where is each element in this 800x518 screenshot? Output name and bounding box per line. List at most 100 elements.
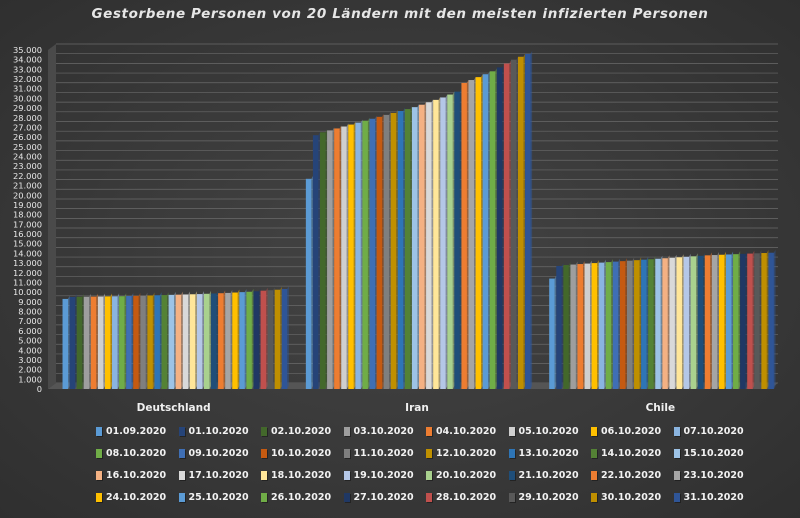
legend-swatch [178, 493, 185, 502]
bar [239, 292, 245, 389]
bar-side [523, 53, 526, 389]
bar [147, 295, 153, 389]
y-tick-label: 9.000 [18, 297, 42, 307]
legend-label: 01.09.2020 [106, 426, 167, 437]
bar-side [174, 291, 176, 389]
bar [334, 128, 340, 389]
y-tick-label: 23.000 [13, 161, 42, 171]
bar-side [96, 293, 98, 389]
bar [676, 257, 682, 389]
bar-side [367, 117, 370, 390]
bar-side [258, 288, 261, 389]
bar [133, 295, 139, 389]
legend-swatch [178, 471, 185, 480]
bar-side [639, 257, 642, 389]
bar-side [597, 260, 599, 389]
bar [619, 261, 626, 389]
legend-swatch [96, 493, 102, 502]
legend-label: 18.10.2020 [271, 470, 332, 481]
bar [683, 256, 690, 389]
bar-side [568, 262, 571, 389]
bar [274, 289, 281, 389]
bar [518, 56, 524, 389]
bar [196, 294, 203, 389]
legend-label: 22.10.2020 [601, 470, 662, 481]
bar-side [103, 293, 105, 389]
legend-item: 27.10.2020 [343, 489, 427, 506]
legend-swatch [673, 427, 680, 436]
bar [341, 126, 347, 390]
bar [312, 135, 319, 389]
bar [419, 104, 425, 389]
bar-side [738, 251, 741, 389]
y-tick-label: 14.000 [13, 248, 42, 258]
legend-item: 13.10.2020 [508, 445, 592, 462]
bar [267, 290, 274, 389]
bar [168, 294, 175, 389]
bar-side [438, 96, 441, 389]
bar [461, 82, 467, 390]
y-tick-label: 22.000 [13, 171, 42, 181]
bar-side [266, 287, 268, 389]
bar [319, 132, 326, 389]
bar-side [431, 99, 434, 390]
legend-item: 16.10.2020 [96, 467, 179, 484]
bar-side [396, 109, 398, 390]
legend-swatch [673, 471, 680, 480]
bar [426, 102, 432, 390]
legend-item: 08.10.2020 [96, 445, 179, 462]
bar [482, 74, 489, 390]
bar-side [117, 293, 120, 389]
bar [411, 107, 418, 390]
bar [454, 91, 460, 390]
legend-swatch [261, 427, 267, 436]
bar-side [287, 286, 289, 389]
bar-side [502, 64, 504, 390]
bar [598, 262, 605, 389]
legend-item: 25.10.2020 [178, 489, 262, 506]
bar [140, 295, 146, 389]
bar [440, 97, 446, 390]
bar [62, 298, 69, 389]
legend-item: 03.10.2020 [343, 423, 427, 440]
legend-label: 07.10.2020 [683, 426, 744, 437]
legend-item: 05.10.2020 [508, 423, 592, 440]
bar [189, 294, 196, 389]
bar-side [561, 262, 564, 389]
y-tick-label: 13.000 [13, 258, 42, 268]
bar [754, 253, 760, 389]
legend-item: 22.10.2020 [591, 467, 674, 484]
bar [468, 80, 475, 389]
bar-side [495, 68, 497, 389]
legend-label: 12.10.2020 [436, 448, 497, 459]
bar [281, 289, 288, 389]
bar [305, 178, 312, 389]
bar-side [353, 121, 356, 389]
bar-side [646, 256, 649, 389]
y-tick-label: 6.000 [18, 326, 42, 336]
bar [397, 111, 404, 390]
y-tick-label: 8.000 [18, 307, 42, 317]
y-tick-label: 2.000 [18, 365, 42, 375]
bar [383, 114, 390, 389]
legend-label: 14.10.2020 [601, 448, 662, 459]
legend-label: 17.10.2020 [188, 470, 249, 481]
legend-label: 28.10.2020 [436, 492, 497, 503]
y-tick-label: 31.000 [13, 84, 42, 94]
bar-side [667, 255, 670, 389]
legend-label: 03.10.2020 [353, 426, 414, 437]
bar [747, 253, 753, 389]
legend-label: 13.10.2020 [518, 448, 579, 459]
bar-side [124, 293, 127, 389]
bar [563, 265, 569, 389]
bar-side [516, 56, 519, 389]
legend-label: 27.10.2020 [353, 492, 414, 503]
bar-side [237, 289, 240, 389]
x-tick-label: Iran [405, 402, 429, 414]
legend-label: 26.10.2020 [271, 492, 332, 503]
y-tick-label: 15.000 [13, 239, 42, 249]
bar [768, 252, 774, 389]
bar [447, 94, 453, 390]
bar-side [360, 119, 363, 389]
